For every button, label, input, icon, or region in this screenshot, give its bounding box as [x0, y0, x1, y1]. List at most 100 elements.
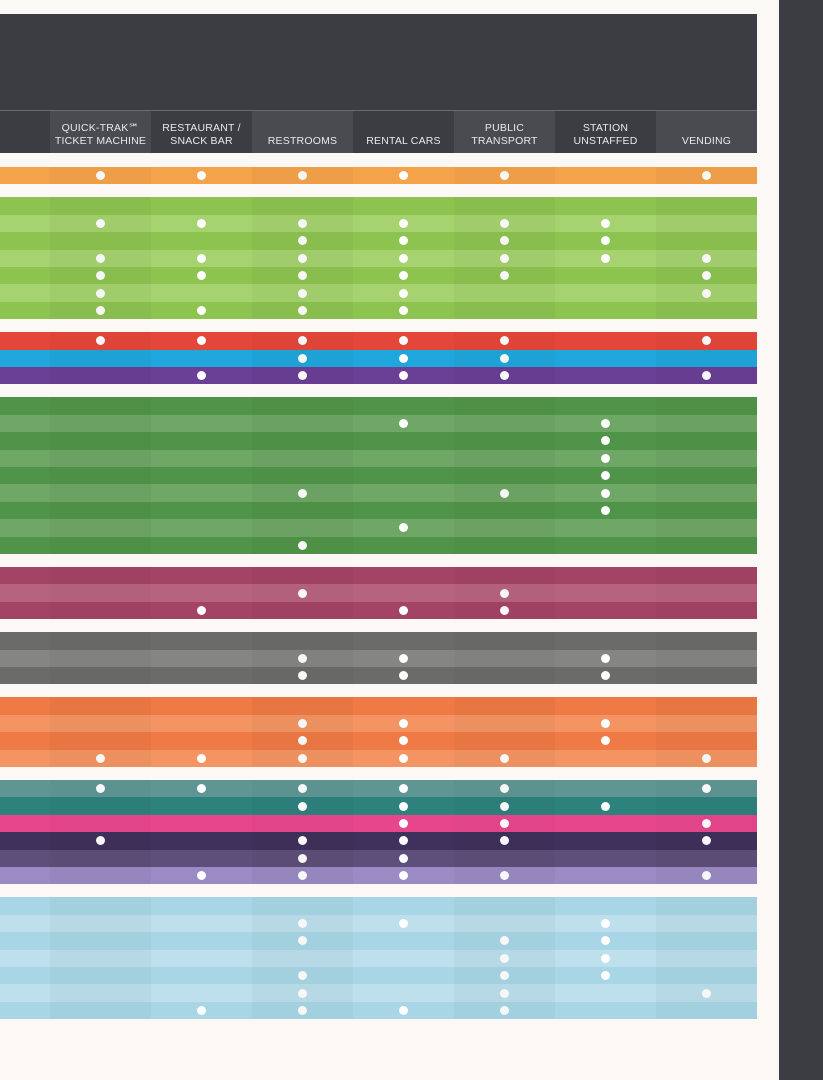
amenity-cell — [252, 984, 353, 1002]
amenity-cell — [50, 519, 151, 537]
amenity-cell — [151, 732, 252, 750]
amenity-cell — [252, 814, 353, 833]
amenity-available-dot — [197, 871, 206, 881]
amenity-cell — [555, 797, 656, 815]
amenity-cell — [252, 332, 353, 350]
amenity-cell — [353, 449, 454, 467]
amenity-cell — [50, 167, 151, 185]
amenity-cell — [454, 536, 555, 554]
amenity-cell — [50, 232, 151, 250]
amenity-cell — [454, 949, 555, 967]
amenity-cell — [151, 284, 252, 302]
amenity-cell — [656, 501, 757, 520]
amenity-cell — [0, 284, 50, 302]
amenity-cell — [555, 232, 656, 250]
amenity-cell — [454, 914, 555, 933]
amenity-cell — [252, 349, 353, 367]
amenity-available-dot — [399, 288, 408, 298]
station-row — [0, 584, 757, 602]
amenity-available-dot — [96, 288, 105, 298]
amenity-cell — [151, 601, 252, 620]
amenity-cell — [50, 414, 151, 433]
amenity-available-dot — [197, 271, 206, 281]
amenity-available-dot — [500, 336, 509, 346]
amenity-cell — [0, 232, 50, 250]
amenity-cell — [656, 914, 757, 933]
amenity-available-dot — [500, 353, 509, 363]
amenity-cell — [252, 197, 353, 215]
amenity-cell — [555, 301, 656, 320]
amenity-cell — [252, 797, 353, 815]
amenity-cell — [555, 849, 656, 867]
amenity-cell — [252, 284, 353, 302]
station-row — [0, 749, 757, 767]
amenity-available-dot — [399, 718, 408, 728]
amenity-cell — [656, 967, 757, 985]
station-row — [0, 832, 757, 850]
amenity-available-dot — [601, 936, 610, 946]
amenity-cell — [50, 367, 151, 385]
amenity-cell — [555, 714, 656, 733]
amenity-cell — [252, 519, 353, 537]
amenity-available-dot — [601, 253, 610, 263]
amenity-available-dot — [197, 336, 206, 346]
amenity-cell — [353, 967, 454, 985]
amenity-cell — [0, 332, 50, 350]
station-row — [0, 914, 757, 933]
amenity-cell — [0, 301, 50, 320]
amenity-cell — [50, 714, 151, 733]
amenity-cell — [0, 567, 50, 585]
station-row — [0, 397, 757, 415]
amenity-available-dot — [500, 818, 509, 828]
amenity-cell — [353, 849, 454, 867]
amenity-cell — [353, 397, 454, 415]
amenity-available-dot — [399, 918, 408, 928]
amenity-cell — [0, 797, 50, 815]
amenity-cell — [0, 449, 50, 467]
amenity-cell — [0, 832, 50, 850]
station-row — [0, 414, 757, 433]
amenity-available-dot — [197, 784, 206, 794]
amenity-cell — [454, 667, 555, 685]
amenity-cell — [454, 519, 555, 537]
amenity-cell — [151, 301, 252, 320]
amenity-available-dot — [399, 784, 408, 794]
amenity-cell — [656, 484, 757, 502]
amenity-cell — [656, 367, 757, 385]
amenity-available-dot — [298, 988, 307, 998]
station-row — [0, 984, 757, 1002]
amenity-cell — [454, 232, 555, 250]
amenity-cell — [656, 197, 757, 215]
amenity-available-dot — [601, 736, 610, 746]
amenity-cell — [50, 649, 151, 667]
amenity-available-dot — [298, 305, 307, 315]
amenity-available-dot — [601, 436, 610, 446]
station-row — [0, 267, 757, 285]
amenity-cell — [151, 197, 252, 215]
amenity-cell — [0, 849, 50, 867]
amenity-cell — [454, 197, 555, 215]
amenity-cell — [50, 267, 151, 285]
amenity-available-dot — [601, 971, 610, 981]
amenity-cell — [0, 601, 50, 620]
amenity-available-dot — [298, 936, 307, 946]
station-row — [0, 714, 757, 733]
amenity-cell — [656, 932, 757, 950]
amenity-available-dot — [399, 271, 408, 281]
amenity-cell — [0, 501, 50, 520]
amenity-cell — [555, 749, 656, 767]
right-margin-bar — [779, 0, 823, 1080]
amenity-cell — [353, 284, 454, 302]
amenity-available-dot — [500, 936, 509, 946]
amenity-cell — [151, 449, 252, 467]
station-row — [0, 867, 757, 885]
amenity-available-dot — [298, 488, 307, 498]
amenity-cell — [151, 667, 252, 685]
amenity-available-dot — [601, 236, 610, 246]
amenity-cell — [555, 932, 656, 950]
amenity-available-dot — [500, 801, 509, 811]
amenity-available-dot — [399, 818, 408, 828]
amenity-available-dot — [601, 488, 610, 498]
station-row — [0, 232, 757, 250]
amenity-cell — [454, 601, 555, 620]
